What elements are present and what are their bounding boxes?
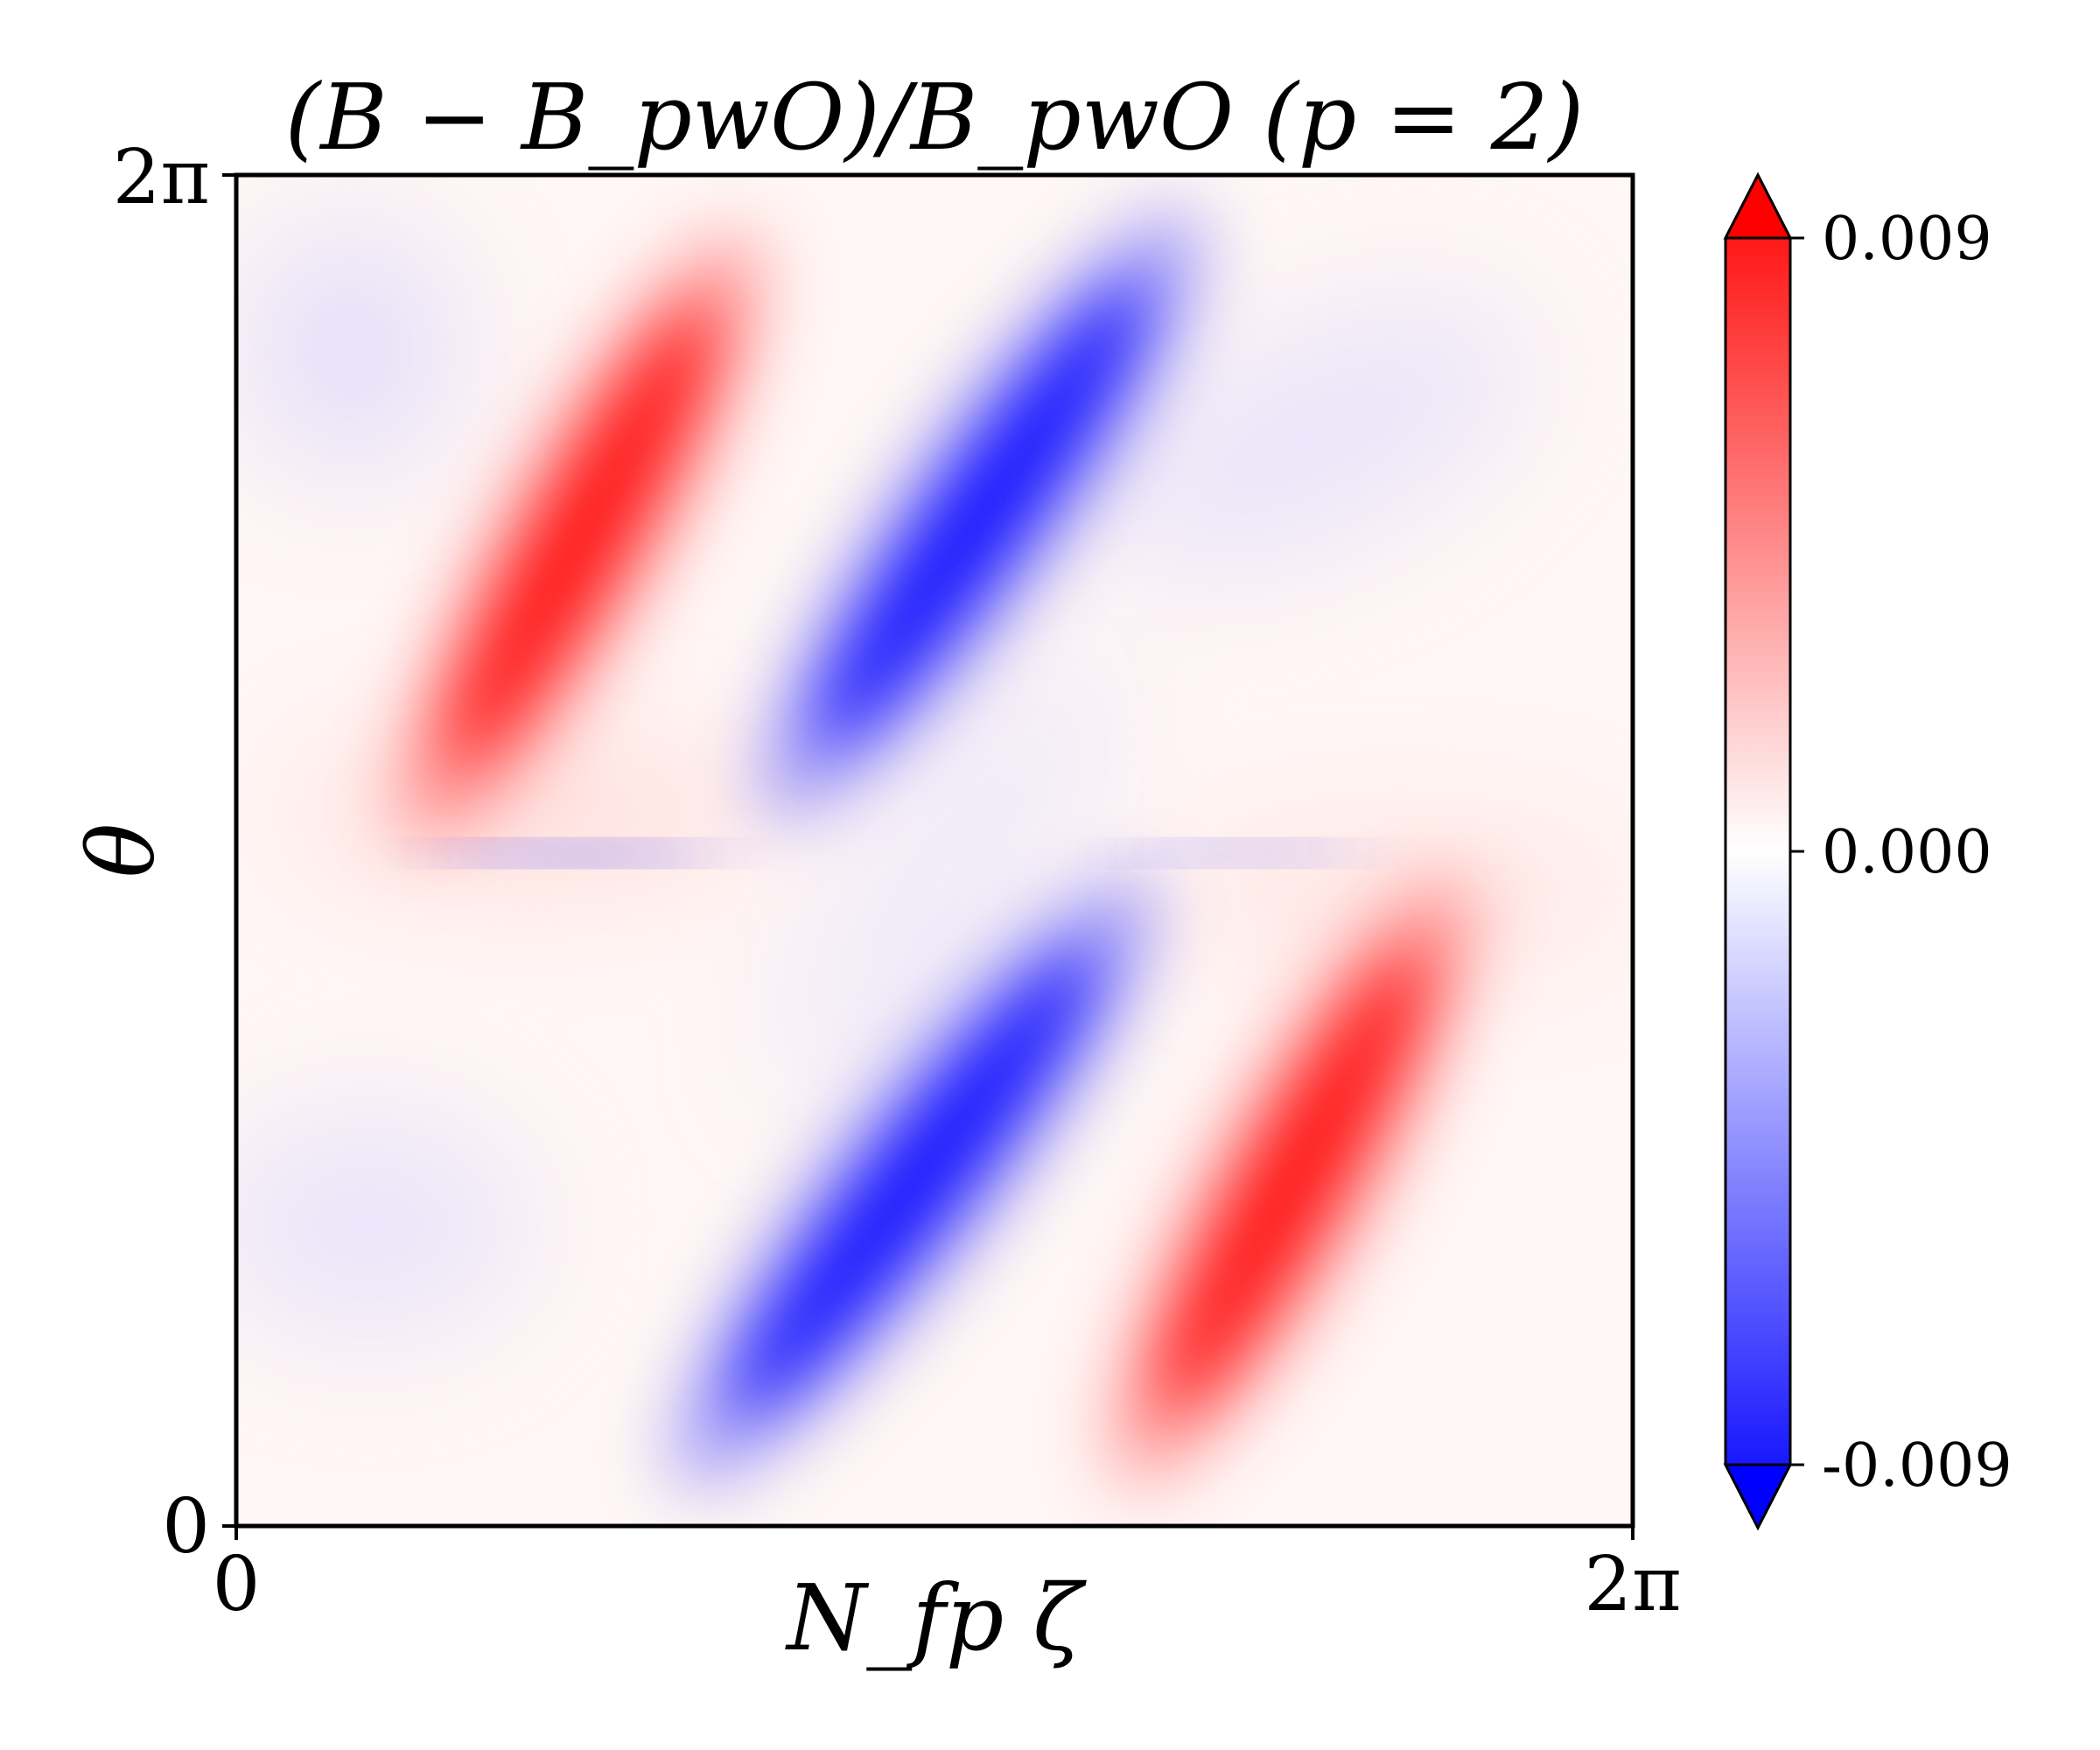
x-axis: 0 2π N_fp ζ <box>213 1526 1682 1671</box>
tint-blue-right-upper <box>1101 302 1524 573</box>
colorbar-extend-top <box>1723 172 1793 240</box>
colorbar-body <box>1724 172 1792 1531</box>
lobe-core-0 <box>446 304 716 770</box>
y-axis-label: θ <box>68 823 175 878</box>
x-axis-label: N_fp ζ <box>784 1564 1087 1671</box>
colorbar-tick-label-bottom: -0.009 <box>1822 1432 2012 1501</box>
tint-pink-mid-right <box>1172 831 1628 954</box>
colorbar-extend-bottom <box>1723 1463 1793 1531</box>
seam-blue-right <box>1120 842 1365 856</box>
axes-frame <box>234 172 1635 1529</box>
x-tick-label-1: 2π <box>1584 1541 1681 1628</box>
y-tick-label-0: 0 <box>162 1483 210 1571</box>
colorbar-tick-label-mid: 0.000 <box>1822 818 1992 887</box>
tint-blue-left-top <box>245 228 455 472</box>
tint-blue-center <box>780 654 1110 1096</box>
chart-title: (B − B_pwO)/B_pwO (p = 2) <box>285 64 1585 171</box>
y-tick-label-1: 2π <box>113 134 210 221</box>
tint-blue-left-low <box>236 1111 525 1339</box>
y-axis: 0 2π θ <box>68 134 236 1571</box>
lobe-core-2 <box>731 948 1098 1416</box>
seam-blue-left <box>429 847 726 864</box>
colorbar-tick-label-top: 0.009 <box>1822 205 1992 274</box>
x-tick-label-0: 0 <box>213 1541 261 1628</box>
heatmap-area <box>236 175 1633 1526</box>
colorbar: 0.009 0.000 -0.009 <box>1723 172 2012 1531</box>
lobe-core-1 <box>814 282 1148 749</box>
lobe-core-3 <box>1158 948 1427 1415</box>
